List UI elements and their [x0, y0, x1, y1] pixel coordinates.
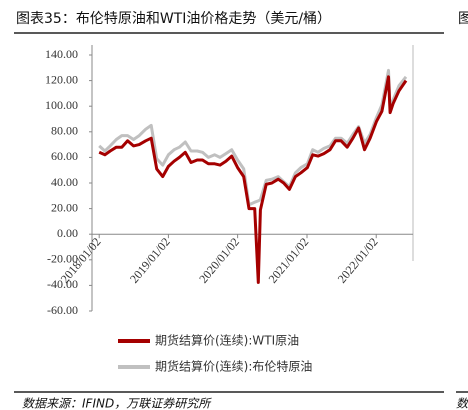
x-tick-label: 2020/01/02: [196, 235, 242, 286]
y-tick-label: 140.00: [45, 47, 78, 61]
source: 数据来源：IFIND，万联证券研究所: [22, 397, 212, 410]
y-tick-label: -60.00: [47, 303, 78, 317]
y-tick-label: 100.00: [45, 98, 78, 112]
title-fragment: 图: [458, 11, 468, 27]
x-tick-label: 2019/01/02: [127, 235, 173, 286]
y-tick-label: -20.00: [47, 252, 78, 266]
y-tick-label: 120.00: [45, 72, 78, 86]
legend-label: 期货结算价(连续):WTI原油: [155, 333, 299, 348]
series-line: [98, 75, 408, 284]
source-fragment: 数: [456, 397, 468, 410]
legend-label: 期货结算价(连续):布伦特原油: [155, 359, 312, 374]
y-tick-label: 40.00: [51, 175, 78, 189]
y-tick-label: 60.00: [51, 149, 78, 163]
y-tick-label: 0.00: [57, 226, 78, 240]
x-tick-label: 2022/01/02: [335, 235, 381, 286]
title: 图表35：布伦特原油和WTI油价格走势（美元/桶）: [16, 11, 331, 27]
y-tick-label: -40.00: [47, 277, 78, 291]
x-tick-label: 2021/01/02: [266, 235, 312, 286]
y-tick-label: 20.00: [51, 200, 78, 214]
y-tick-label: 80.00: [51, 124, 78, 138]
